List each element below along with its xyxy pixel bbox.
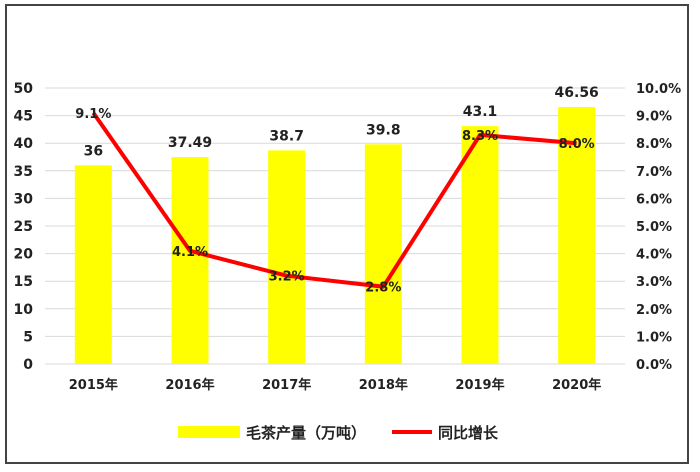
bar [171, 157, 209, 364]
x-tick-label: 2019年 [455, 377, 504, 393]
bar [461, 126, 499, 364]
y-right-tick-label: 10.0% [636, 82, 681, 97]
chart-frame [5, 4, 689, 464]
y-left-tick-label: 5 [23, 329, 33, 345]
y-right-tick-label: 4.0% [636, 248, 672, 263]
y-right-tick-label: 5.0% [636, 220, 672, 235]
bar [268, 150, 306, 364]
line-data-label: 4.1% [172, 245, 208, 260]
x-tick-label: 2018年 [359, 377, 408, 393]
bar [364, 144, 402, 364]
y-left-tick-label: 15 [14, 274, 33, 290]
y-right-tick-label: 8.0% [636, 137, 672, 152]
y-left-tick-label: 10 [14, 302, 34, 318]
bar-data-label: 43.1 [463, 104, 498, 120]
y-right-tick-label: 1.0% [636, 330, 672, 345]
bar-data-label: 38.7 [269, 128, 304, 144]
x-tick-label: 2016年 [165, 377, 214, 393]
line-data-label: 3.2% [269, 270, 305, 285]
legend-bar-label: 毛茶产量（万吨） [246, 424, 366, 442]
y-right-tick-label: 9.0% [636, 110, 672, 125]
line-data-label: 2.8% [365, 281, 401, 296]
y-left-tick-label: 25 [14, 219, 33, 235]
legend-line-label: 同比增长 [438, 424, 499, 442]
line-data-label: 8.0% [559, 137, 595, 152]
bar-data-label: 37.49 [168, 135, 212, 151]
y-left-tick-label: 0 [23, 357, 33, 373]
bar [558, 106, 596, 364]
y-right-tick-label: 3.0% [636, 275, 672, 290]
y-right-tick-label: 2.0% [636, 303, 672, 318]
line-data-label: 9.1% [75, 107, 111, 122]
y-left-tick-label: 45 [14, 109, 33, 125]
bar-data-label: 36 [84, 143, 103, 159]
bar-data-label: 46.56 [555, 85, 599, 101]
x-tick-label: 2017年 [262, 377, 311, 393]
y-left-tick-label: 50 [14, 81, 34, 97]
bar-data-label: 39.8 [366, 122, 401, 138]
line-data-label: 8.3% [462, 129, 498, 144]
y-left-tick-label: 30 [14, 191, 34, 207]
y-right-tick-label: 7.0% [636, 165, 672, 180]
x-tick-label: 2020年 [552, 377, 601, 393]
y-left-tick-label: 40 [14, 136, 34, 152]
legend-bar-swatch [178, 426, 240, 438]
y-right-tick-label: 6.0% [636, 192, 672, 207]
y-left-tick-label: 35 [14, 164, 33, 180]
x-tick-label: 2015年 [69, 377, 118, 393]
bar [74, 165, 112, 364]
y-right-tick-label: 0.0% [636, 358, 672, 373]
growth-line [91, 111, 577, 289]
y-left-tick-label: 20 [14, 247, 34, 263]
